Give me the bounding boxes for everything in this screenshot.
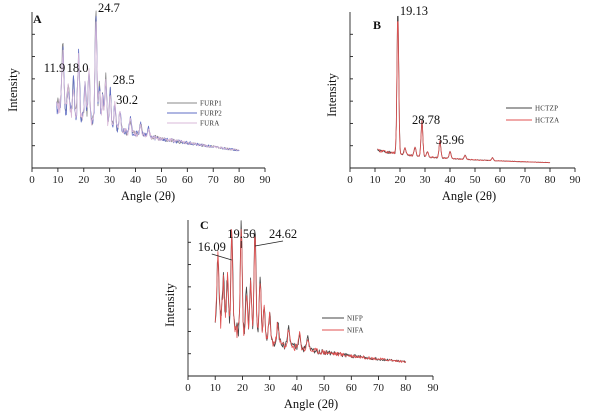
x-tick-label: 60 bbox=[346, 382, 358, 394]
peak-label: 18.0 bbox=[67, 61, 89, 75]
panel-a-ylabel: Intensity bbox=[6, 67, 20, 111]
x-tick-label: 90 bbox=[428, 382, 440, 394]
x-tick-label: 80 bbox=[545, 174, 557, 186]
panel-a-letter: A bbox=[33, 12, 42, 26]
panel-b-ylabel: Intensity bbox=[325, 72, 339, 116]
x-tick-label: 0 bbox=[185, 382, 191, 394]
series-line bbox=[56, 21, 240, 151]
x-tick-label: 20 bbox=[237, 382, 249, 394]
x-tick-label: 30 bbox=[264, 382, 276, 394]
x-tick-label: 50 bbox=[319, 382, 331, 394]
panel-c-legend: NIFP NIFA bbox=[322, 315, 364, 335]
panel-b-legend: HCTZP HCTZA bbox=[506, 105, 559, 125]
x-tick-label: 30 bbox=[104, 174, 116, 186]
panel-a-legend: FURP1 FURP2 FURA bbox=[167, 100, 222, 128]
panel-c-tick-labels: 0 10 20 30 40 50 60 70 80 90 bbox=[185, 382, 439, 394]
series-line bbox=[214, 220, 406, 363]
peak-label: 30.2 bbox=[116, 93, 138, 107]
x-tick-label: 90 bbox=[260, 174, 272, 186]
legend-entry: NIFA bbox=[347, 327, 364, 335]
panel-b-letter: B bbox=[373, 18, 381, 32]
x-tick-label: 80 bbox=[234, 174, 246, 186]
x-tick-label: 40 bbox=[445, 174, 457, 186]
panel-b-tick-labels: 0 10 20 30 40 50 60 70 80 90 bbox=[347, 174, 581, 186]
panel-a-traces bbox=[56, 10, 240, 152]
peak-label: 11.9 bbox=[44, 61, 65, 75]
panel-a-axes bbox=[31, 12, 266, 172]
x-tick-label: 30 bbox=[420, 174, 432, 186]
peak-label: 16.09 bbox=[198, 240, 226, 254]
panel-b-xlabel: Angle (2θ) bbox=[442, 189, 496, 203]
panel-b-axes bbox=[349, 12, 576, 172]
legend-entry: HCTZA bbox=[535, 117, 559, 125]
x-tick-label: 60 bbox=[182, 174, 194, 186]
peak-leader-line bbox=[254, 240, 284, 247]
panel-b-traces bbox=[377, 15, 551, 164]
panel-c-axes bbox=[187, 220, 434, 380]
x-tick-label: 0 bbox=[347, 174, 353, 186]
x-tick-label: 80 bbox=[400, 382, 412, 394]
x-tick-label: 50 bbox=[470, 174, 482, 186]
x-tick-label: 20 bbox=[395, 174, 407, 186]
peak-leader-line bbox=[211, 253, 232, 261]
panel-c-letter: C bbox=[200, 218, 209, 232]
x-tick-label: 60 bbox=[495, 174, 507, 186]
x-tick-label: 70 bbox=[208, 174, 220, 186]
x-tick-label: 70 bbox=[373, 382, 385, 394]
series-line bbox=[377, 21, 551, 164]
x-tick-label: 50 bbox=[156, 174, 168, 186]
panel-a-x-ticks bbox=[31, 33, 266, 172]
panel-b-peak-labels: 19.13 28.78 35.96 bbox=[400, 4, 464, 147]
panel-b-x-ticks bbox=[349, 33, 576, 172]
x-tick-label: 10 bbox=[52, 174, 64, 186]
panel-a-chart: A 0 10 20 30 40 50 60 70 80 90 11.9 18.0 24.7 28.5 30… bbox=[6, 1, 271, 203]
peak-label: 19.13 bbox=[400, 4, 428, 18]
x-tick-label: 10 bbox=[210, 382, 222, 394]
x-tick-label: 70 bbox=[520, 174, 532, 186]
x-tick-label: 40 bbox=[291, 382, 303, 394]
series-line bbox=[214, 229, 407, 363]
legend-entry: FURP1 bbox=[200, 100, 222, 108]
peak-label: 19.56 bbox=[227, 227, 255, 241]
peak-label: 35.96 bbox=[436, 133, 464, 147]
x-tick-label: 10 bbox=[370, 174, 382, 186]
panel-c-x-ticks bbox=[187, 241, 434, 380]
peak-label: 24.7 bbox=[98, 1, 120, 15]
legend-entry: FURA bbox=[200, 120, 219, 128]
legend-entry: FURP2 bbox=[200, 110, 222, 118]
panel-a-xlabel: Angle (2θ) bbox=[121, 189, 175, 203]
panel-a-peak-labels: 11.9 18.0 24.7 28.5 30.2 bbox=[44, 1, 138, 107]
panel-c-ylabel: Intensity bbox=[163, 282, 177, 326]
peak-label: 28.5 bbox=[113, 73, 135, 87]
panel-a-tick-labels: 0 10 20 30 40 50 60 70 80 90 bbox=[29, 174, 271, 186]
panel-c-xlabel: Angle (2θ) bbox=[284, 397, 338, 411]
legend-entry: NIFP bbox=[347, 315, 363, 323]
legend-entry: HCTZP bbox=[535, 105, 558, 113]
x-tick-label: 20 bbox=[78, 174, 90, 186]
peak-label: 24.62 bbox=[269, 227, 297, 241]
panel-c-traces bbox=[214, 220, 407, 363]
x-tick-label: 90 bbox=[570, 174, 582, 186]
peak-label: 28.78 bbox=[412, 113, 440, 127]
x-tick-label: 0 bbox=[29, 174, 35, 186]
x-tick-label: 40 bbox=[130, 174, 142, 186]
panel-b-chart: B 0 10 20 30 40 50 60 70 80 90 19.13 28.78 35.96 HC… bbox=[325, 4, 581, 203]
